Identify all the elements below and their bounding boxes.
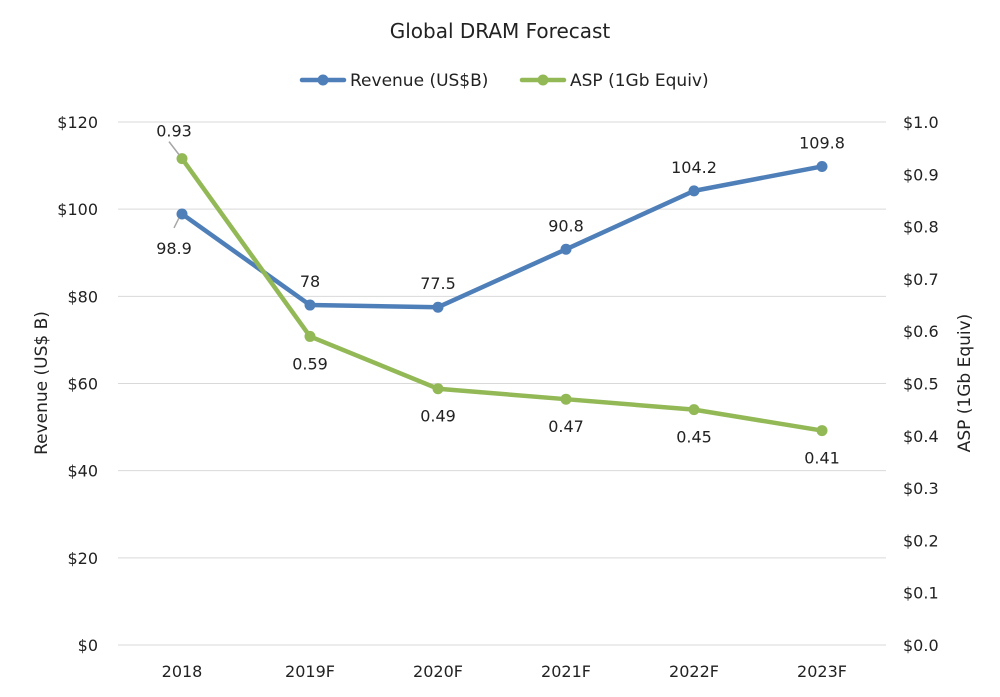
x-tick-label: 2020F bbox=[413, 662, 463, 681]
legend-label: ASP (1Gb Equiv) bbox=[570, 71, 709, 91]
data-label: 0.47 bbox=[548, 417, 584, 436]
series-line bbox=[179, 156, 825, 433]
data-label: 0.45 bbox=[676, 428, 712, 447]
series-group: 98.9 78 77.5 90.8 104.2 109.8 0.93 0.59 0.49 0.47… bbox=[156, 122, 845, 468]
data-label: 0.93 bbox=[156, 122, 192, 141]
data-point bbox=[304, 299, 316, 311]
legend: Revenue (US$B) ASP (1Gb Equiv) bbox=[299, 71, 709, 91]
leader-line bbox=[173, 217, 180, 229]
data-point bbox=[816, 160, 828, 172]
data-label: 0.49 bbox=[420, 407, 456, 426]
data-point bbox=[176, 208, 188, 220]
x-tick-label: 2022F bbox=[669, 662, 719, 681]
data-label: 78 bbox=[300, 272, 320, 291]
data-point bbox=[176, 153, 188, 165]
right-tick-label: $0.5 bbox=[903, 375, 939, 394]
right-tick-label: $0.9 bbox=[903, 165, 939, 184]
series-asp: 0.93 0.59 0.49 0.47 0.45 0.41 bbox=[156, 122, 840, 468]
x-tick-label: 2021F bbox=[541, 662, 591, 681]
data-point bbox=[432, 383, 444, 395]
data-label: 90.8 bbox=[548, 216, 584, 235]
left-axis-label: Revenue (US$ B) bbox=[32, 311, 52, 455]
data-label: 0.41 bbox=[804, 449, 840, 468]
data-label: 0.59 bbox=[292, 354, 328, 373]
left-axis: $0 $20 $40 $60 $80 $100 $120 bbox=[57, 113, 98, 655]
right-tick-label: $0.6 bbox=[903, 322, 939, 341]
series-revenue: 98.9 78 77.5 90.8 104.2 109.8 bbox=[156, 133, 845, 313]
right-tick-label: $0.0 bbox=[903, 636, 939, 655]
data-point bbox=[688, 185, 700, 197]
x-axis: 2018 2019F 2020F 2021F 2022F 2023F bbox=[162, 662, 847, 681]
right-axis-label: ASP (1Gb Equiv) bbox=[955, 314, 975, 453]
left-tick-label: $0 bbox=[78, 636, 98, 655]
x-tick-label: 2019F bbox=[285, 662, 335, 681]
data-label: 104.2 bbox=[671, 158, 717, 177]
legend-swatch-marker bbox=[537, 74, 549, 86]
right-tick-label: $0.7 bbox=[903, 270, 939, 289]
data-label: 77.5 bbox=[420, 274, 456, 293]
data-label: 98.9 bbox=[156, 239, 192, 258]
grid-lines bbox=[118, 121, 886, 646]
right-tick-label: $0.4 bbox=[903, 427, 939, 446]
legend-label: Revenue (US$B) bbox=[350, 71, 488, 91]
data-point bbox=[560, 243, 572, 255]
leader-line bbox=[168, 141, 180, 156]
left-tick-label: $100 bbox=[57, 200, 98, 219]
left-tick-label: $60 bbox=[67, 375, 98, 394]
legend-item: ASP (1Gb Equiv) bbox=[519, 71, 709, 91]
left-tick-label: $20 bbox=[67, 549, 98, 568]
x-tick-label: 2018 bbox=[162, 662, 203, 681]
legend-swatch-marker bbox=[317, 74, 329, 86]
right-axis: $0.0 $0.1 $0.2 $0.3 $0.4 $0.5 $0.6 $0.7 $0.8 $0.9… bbox=[903, 113, 939, 655]
data-point bbox=[560, 393, 572, 405]
left-tick-label: $120 bbox=[57, 113, 98, 132]
data-point bbox=[304, 330, 316, 342]
chart-title: Global DRAM Forecast bbox=[390, 19, 611, 43]
data-point bbox=[432, 301, 444, 313]
series-line bbox=[179, 164, 825, 310]
right-tick-label: $0.2 bbox=[903, 531, 939, 550]
data-point bbox=[688, 404, 700, 416]
legend-item: Revenue (US$B) bbox=[299, 71, 488, 91]
data-label: 109.8 bbox=[799, 133, 845, 152]
right-tick-label: $1.0 bbox=[903, 113, 939, 132]
right-tick-label: $0.3 bbox=[903, 479, 939, 498]
right-tick-label: $0.8 bbox=[903, 218, 939, 237]
right-tick-label: $0.1 bbox=[903, 584, 939, 603]
left-tick-label: $80 bbox=[67, 287, 98, 306]
x-tick-label: 2023F bbox=[797, 662, 847, 681]
data-point bbox=[816, 425, 828, 437]
left-tick-label: $40 bbox=[67, 462, 98, 481]
